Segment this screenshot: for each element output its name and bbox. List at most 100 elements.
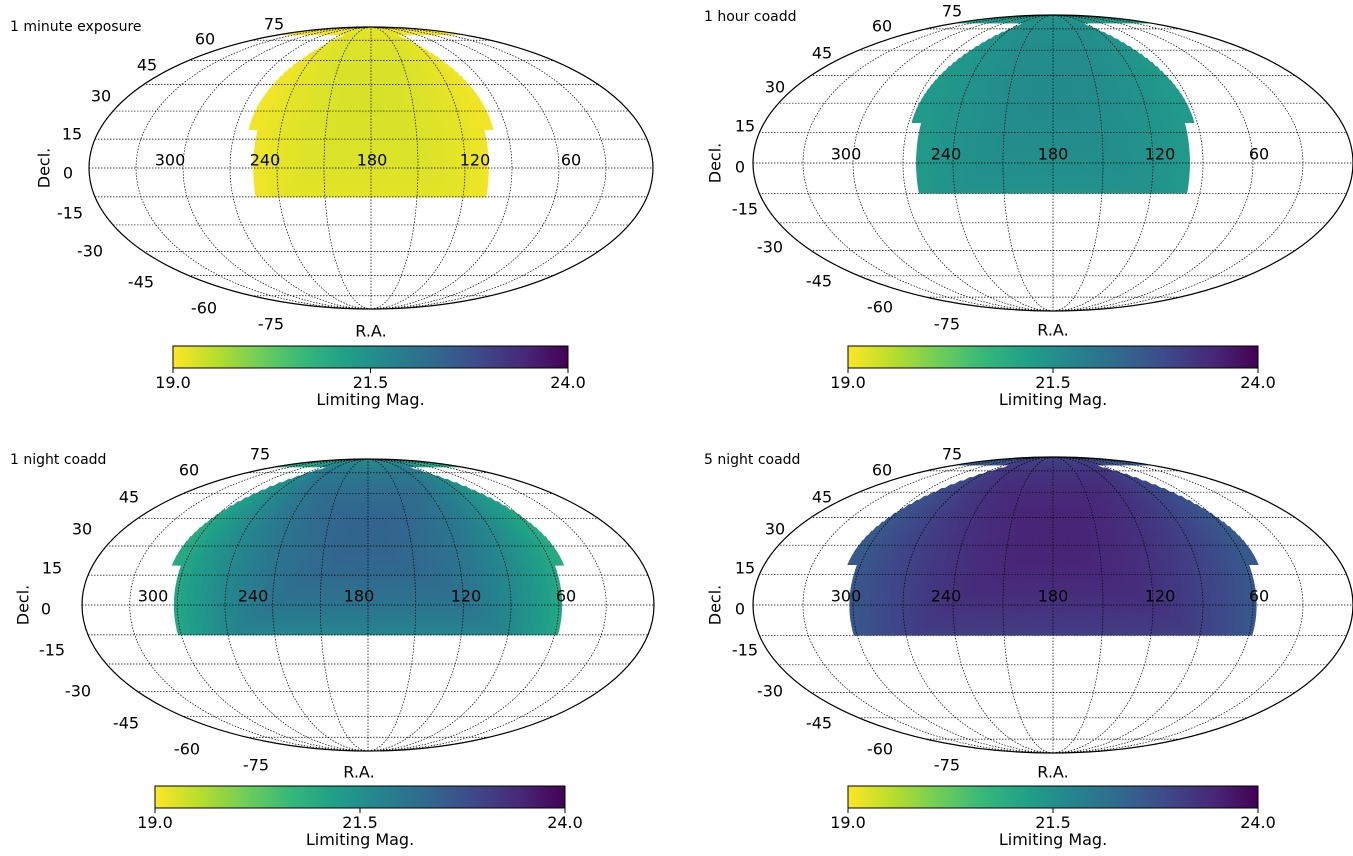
coverage-cell [1040,66,1047,72]
coverage-cell [345,579,353,586]
coverage-cell [306,148,314,154]
coverage-cell [295,624,303,631]
coverage-cell [419,158,427,164]
coverage-cell [1082,182,1090,189]
coverage-cell [1115,152,1124,159]
coverage-cell [982,152,991,159]
coverage-cell [376,536,384,542]
coverage-cell [313,599,321,606]
coverage-cell [339,574,347,581]
coverage-cell [275,589,284,596]
coverage-cell [314,579,322,586]
coverage-cell [412,191,420,198]
coverage-cell [306,177,314,183]
coverage-cell [1115,147,1124,154]
coverage-cell [331,540,339,547]
coverage-cell [1095,152,1104,159]
coverage-cell [394,167,402,174]
coverage-cell [387,129,395,135]
coverage-cell [1036,132,1044,138]
coverage-cell [282,619,290,626]
coverage-cell [1129,162,1137,169]
coverage-cell [276,579,284,586]
coverage-cell [402,609,410,616]
coverage-cell [1108,142,1117,149]
coverage-cell [337,177,345,183]
coverage-cell [389,540,396,547]
coverage-cell [356,182,364,188]
coverage-cell [294,599,302,606]
coverage-cell [548,594,556,601]
coverage-cell [370,564,378,571]
coverage-cell [1033,102,1041,109]
coverage-cell [957,188,966,194]
coverage-cell [332,619,341,626]
coverage-cell [294,560,302,566]
coverage-cell [1039,107,1047,114]
coverage-cell [294,619,303,626]
coverage-cell [1036,162,1044,169]
coverage-cell [389,88,396,94]
coverage-cell [1090,117,1099,123]
coverage-cell [287,124,296,130]
coverage-cell [333,574,341,581]
coverage-cell [1022,167,1030,174]
coverage-cell [289,629,297,636]
coverage-cell [377,599,385,606]
coverage-cell [1076,79,1084,85]
coverage-cell [332,129,340,135]
coverage-cell [542,594,550,601]
coverage-cell [371,536,378,542]
coverage-cell [937,137,945,144]
coverage-cell [385,560,393,566]
coverage-cell [264,138,272,145]
coverage-cell [1088,142,1097,149]
coverage-cell [1082,132,1090,138]
coverage-cell [449,143,457,149]
coverage-cell [180,614,189,621]
coverage-cell [270,134,279,140]
coverage-cell [1128,147,1137,154]
coverage-cell [373,71,380,77]
coverage-cell [1002,102,1011,109]
coverage-cell [412,153,420,159]
coverage-cell [452,614,461,621]
coverage-cell [437,124,446,130]
coverage-cell [341,124,349,130]
coverage-cell [1070,66,1078,72]
coverage-cell [300,153,308,159]
coverage-cell [301,191,309,198]
coverage-cell [945,122,954,128]
coverage-cell [187,619,196,626]
coverage-cell [256,172,264,178]
coverage-cell [1068,93,1076,99]
coverage-cell [207,624,215,631]
coverage-cell [1181,172,1190,179]
coverage-cell [232,624,240,631]
coverage-cell [976,112,985,119]
coverage-cell [1153,188,1162,194]
coverage-cell [360,75,367,81]
colorbar-tick-label: 19.0 [155,373,191,392]
coverage-cell [362,177,370,183]
coverage-cell [1042,127,1051,133]
coverage-cell [427,599,436,606]
coverage-cell [1102,177,1110,184]
coverage-cell [301,579,309,586]
coverage-cell [932,79,940,85]
coverage-cell [423,110,431,116]
coverage-cell [314,629,322,636]
coverage-cell [311,124,320,130]
coverage-cell [377,609,385,616]
coverage-cell [1135,167,1144,174]
coverage-cell [333,569,341,576]
coverage-cell [1095,132,1103,138]
coverage-cell [231,619,240,626]
coverage-cell [437,167,445,174]
coverage-cell [360,120,367,126]
coverage-cell [989,137,998,144]
coverage-cell [1069,75,1076,81]
coverage-cell [345,569,353,576]
coverage-cell [1175,167,1184,174]
coverage-cell [342,536,350,542]
